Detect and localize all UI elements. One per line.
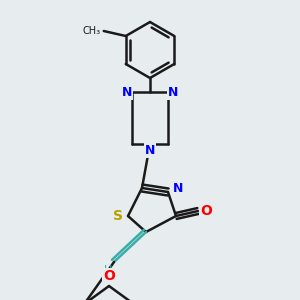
Text: N: N [168, 85, 178, 98]
Text: N: N [173, 182, 183, 196]
Text: S: S [113, 209, 123, 223]
Text: N: N [122, 85, 132, 98]
Text: CH₃: CH₃ [82, 26, 101, 36]
Text: N: N [145, 143, 155, 157]
Text: O: O [103, 269, 115, 283]
Text: H: H [104, 265, 112, 275]
Text: O: O [200, 204, 212, 218]
